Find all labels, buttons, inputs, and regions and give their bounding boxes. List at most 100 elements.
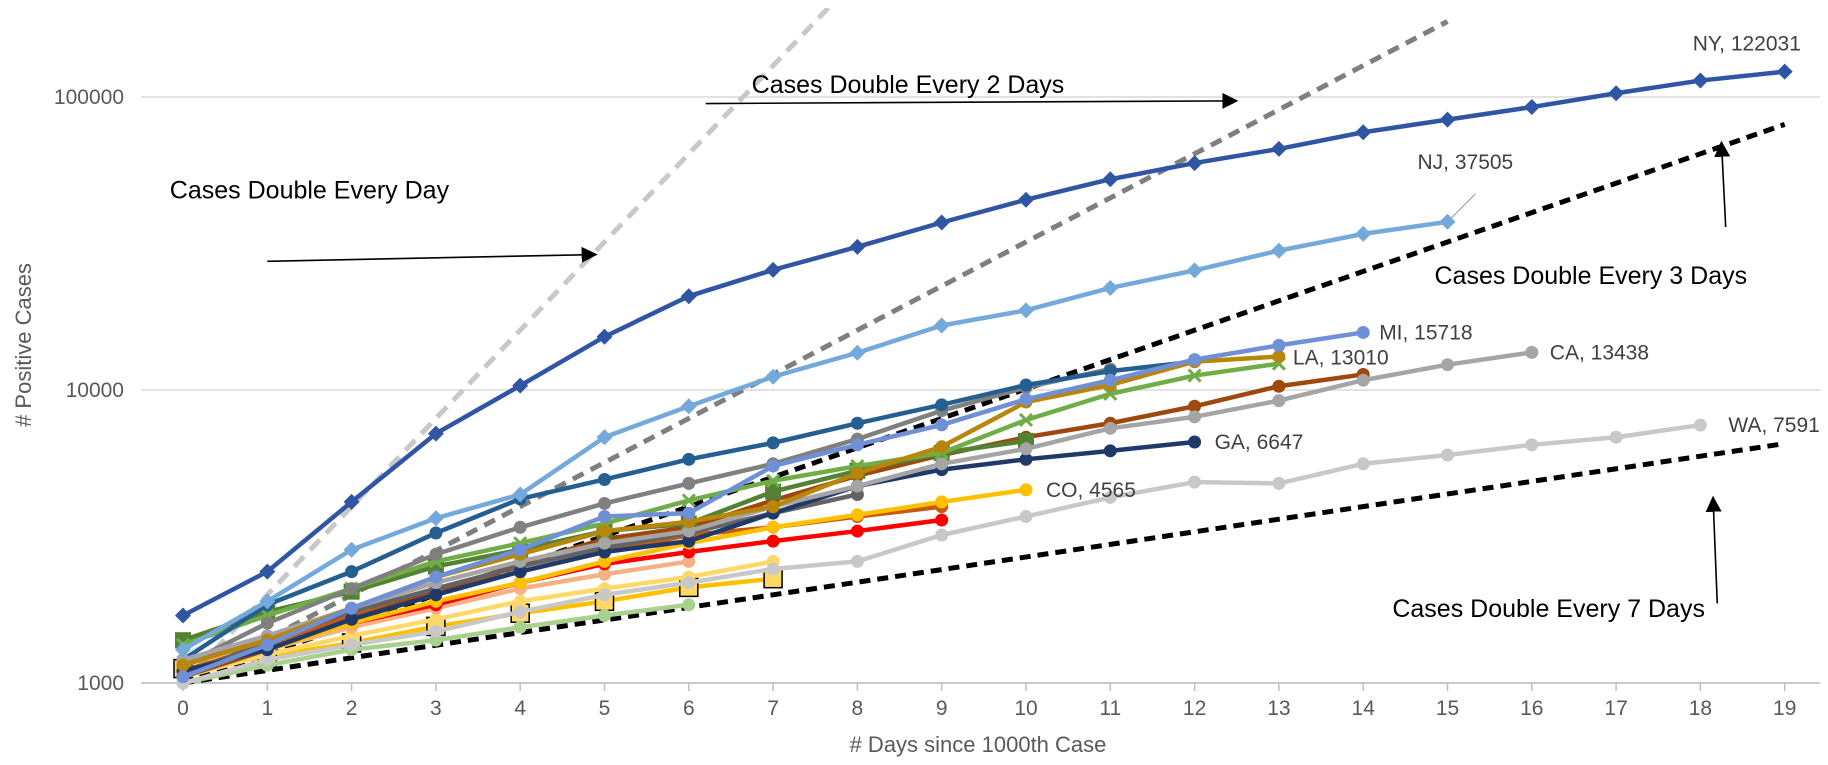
data-point <box>935 418 949 432</box>
data-point <box>1019 510 1033 524</box>
data-point <box>1019 392 1033 406</box>
x-tick-label: 13 <box>1267 697 1290 720</box>
y-axis: 1000 10000 100000 <box>54 86 124 695</box>
data-point <box>849 238 866 255</box>
data-point <box>1187 368 1202 383</box>
data-point <box>1525 345 1539 359</box>
data-point <box>765 261 782 278</box>
data-point <box>259 563 276 580</box>
data-point <box>766 459 780 473</box>
data-point <box>935 398 949 412</box>
x-tick-label: 2 <box>346 697 358 720</box>
data-point <box>176 658 190 672</box>
x-tick-label: 11 <box>1099 697 1121 720</box>
y-tick-label: 1000 <box>77 672 124 695</box>
data-point <box>682 524 696 538</box>
data-point <box>766 520 780 534</box>
data-point <box>850 466 864 480</box>
data-point <box>933 317 950 334</box>
data-point <box>680 288 697 305</box>
y-tick-label: 10000 <box>66 379 124 402</box>
series-state-11 <box>175 356 1286 652</box>
data-point <box>429 547 443 561</box>
x-tick-label: 0 <box>177 697 189 720</box>
data-label-ny: NY, 122031 <box>1693 33 1801 56</box>
data-point <box>1356 457 1370 471</box>
data-point <box>682 452 696 466</box>
x-tick-label: 10 <box>1014 697 1037 720</box>
data-point <box>1523 99 1540 116</box>
data-point <box>765 368 782 385</box>
data-point <box>850 524 864 538</box>
data-point <box>513 565 527 579</box>
data-label-mi: MI, 15718 <box>1379 321 1472 344</box>
data-point <box>259 593 276 610</box>
x-tick-label: 9 <box>936 697 948 720</box>
data-point <box>1270 242 1287 259</box>
data-point <box>850 416 864 430</box>
x-tick-label: 19 <box>1773 697 1796 720</box>
data-point <box>260 616 274 630</box>
x-tick-label: 4 <box>514 697 526 720</box>
annotation-label: Cases Double Every 2 Days <box>752 71 1065 99</box>
data-point <box>345 612 359 626</box>
x-tick-label: 15 <box>1436 697 1459 720</box>
data-point <box>1525 438 1539 452</box>
data-point <box>1272 394 1286 408</box>
data-point <box>766 436 780 450</box>
data-point <box>598 554 611 568</box>
data-point <box>1441 358 1454 372</box>
data-point <box>849 344 866 361</box>
data-point <box>1355 225 1372 242</box>
data-point <box>1608 85 1625 102</box>
x-tick-label: 7 <box>767 697 779 720</box>
data-point <box>598 567 611 581</box>
data-point <box>1103 364 1117 378</box>
data-point <box>1018 412 1034 428</box>
data-point <box>766 500 780 514</box>
data-point <box>850 554 864 568</box>
data-point <box>598 608 611 622</box>
data-point <box>1270 140 1287 157</box>
data-point <box>512 486 529 503</box>
annotation-arrow <box>267 246 598 263</box>
x-tick-label: 18 <box>1689 697 1712 720</box>
x-tick-label: 12 <box>1183 697 1206 720</box>
data-point <box>1103 490 1117 504</box>
data-point <box>513 543 527 557</box>
series-line <box>182 559 774 679</box>
data-point <box>260 638 274 652</box>
x-tick-label: 16 <box>1520 697 1543 720</box>
data-point <box>935 528 949 542</box>
data-point <box>429 624 443 638</box>
data-point <box>1103 421 1117 435</box>
annotations: Cases Double Every Day Cases Double Every… <box>170 71 1747 623</box>
data-point <box>1272 379 1286 393</box>
x-tick-label: 3 <box>430 697 442 720</box>
data-point <box>343 541 360 558</box>
data-point <box>933 214 950 231</box>
data-point <box>1272 350 1286 364</box>
data-point <box>1102 171 1119 188</box>
data-point <box>598 588 611 602</box>
data-point <box>598 510 611 524</box>
data-point <box>429 570 443 584</box>
data-point <box>1693 418 1707 432</box>
series-state-8 <box>176 355 1202 667</box>
doubling-line-3-day <box>182 122 1786 686</box>
data-label-ca: CA, 13438 <box>1550 341 1649 364</box>
x-tick-label: 8 <box>852 697 864 720</box>
data-point <box>343 493 360 510</box>
data-point <box>681 493 696 508</box>
data-point <box>175 641 191 658</box>
data-point <box>598 536 611 550</box>
data-point <box>766 473 781 488</box>
data-point <box>598 496 611 510</box>
data-point <box>682 598 696 612</box>
data-point <box>1018 191 1034 208</box>
data-point <box>1356 325 1370 339</box>
x-tick-label: 17 <box>1604 697 1627 720</box>
data-point <box>175 607 191 624</box>
annotation-arrow <box>1705 495 1722 604</box>
